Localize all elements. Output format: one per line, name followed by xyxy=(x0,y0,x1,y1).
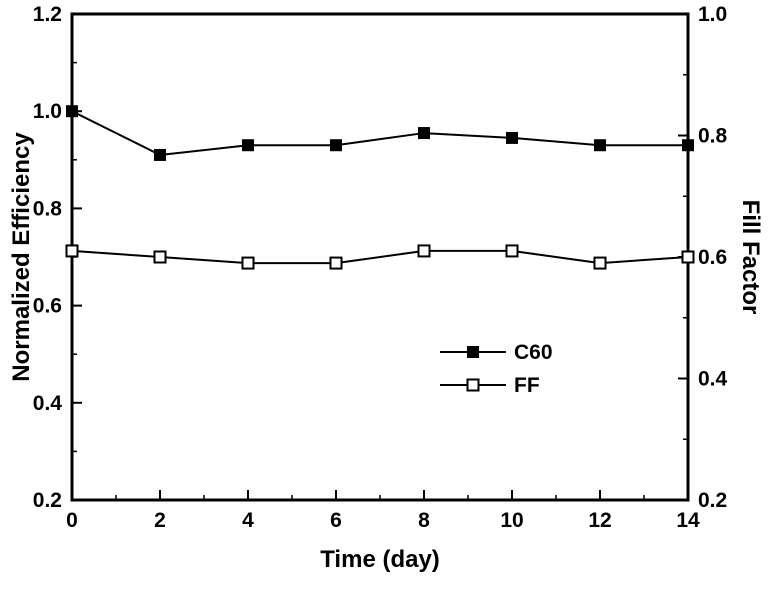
x-axis-tick-label: 14 xyxy=(676,509,700,532)
right-axis-tick-label: 0.2 xyxy=(698,489,727,512)
x-axis-tick-label: 2 xyxy=(154,509,166,532)
legend-marker-c60 xyxy=(467,346,479,358)
c60-marker xyxy=(66,105,78,118)
left-axis-tick-label: 0.2 xyxy=(33,489,62,512)
x-axis-tick-label: 8 xyxy=(418,509,430,532)
left-axis-tick-label: 0.4 xyxy=(33,392,63,415)
right-axis-tick-label: 0.8 xyxy=(698,125,728,148)
x-axis-tick-label: 10 xyxy=(500,509,523,532)
ff-marker xyxy=(417,244,431,258)
x-axis-tick-label: 12 xyxy=(588,509,611,532)
c60-marker xyxy=(594,139,606,152)
legend-label-c60: C60 xyxy=(514,341,553,364)
ff-series-line xyxy=(71,249,689,265)
left-axis-tick-label: 0.6 xyxy=(33,295,62,318)
left-axis-tick-label: 0.8 xyxy=(33,197,63,220)
right-axis-tick-label: 1.0 xyxy=(698,3,727,26)
left-axis-tick-label: 1.2 xyxy=(33,3,62,26)
ff-marker xyxy=(65,244,79,258)
c60-marker xyxy=(418,127,430,140)
ff-marker xyxy=(505,244,519,258)
left-axis-tick-label: 1.0 xyxy=(33,100,62,123)
c60-marker xyxy=(682,139,694,152)
ff-marker xyxy=(329,256,343,270)
x-axis-tick-label: 0 xyxy=(66,509,78,532)
x-axis-tick-label: 4 xyxy=(242,509,254,532)
c60-marker xyxy=(506,131,518,144)
c60-marker xyxy=(242,139,254,152)
ff-marker xyxy=(593,256,607,270)
c60-marker xyxy=(154,148,166,161)
c60-series-line xyxy=(71,110,688,156)
ff-marker xyxy=(153,250,167,264)
legend-marker-ff xyxy=(466,378,480,392)
c60-marker xyxy=(330,139,342,152)
legend-label-ff: FF xyxy=(514,374,540,397)
x-axis-tick-label: 6 xyxy=(330,509,342,532)
ff-marker xyxy=(681,250,695,264)
right-axis-tick-label: 0.4 xyxy=(698,368,728,391)
right-axis-tick-label: 0.6 xyxy=(698,246,727,269)
ff-marker xyxy=(241,256,255,270)
